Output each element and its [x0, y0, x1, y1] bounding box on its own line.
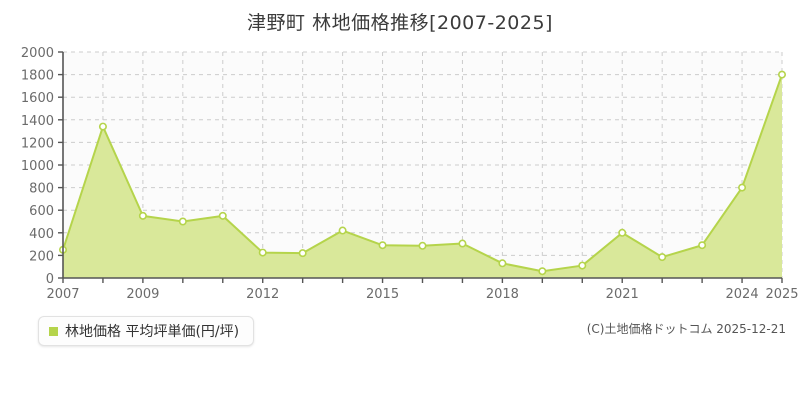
- y-axis-tick-label: 600: [29, 204, 54, 219]
- y-axis-tick-label: 0: [46, 272, 54, 287]
- data-point-marker[interactable]: [578, 261, 587, 270]
- data-point-marker[interactable]: [138, 211, 147, 220]
- y-axis-tick-labels: 0 200 400 600 800 1000 1200 1400 1600 1800 2000: [21, 46, 54, 287]
- data-point-marker[interactable]: [378, 241, 387, 250]
- x-axis-tick-labels: 2007 2009 2012 2015 2018 2021 2024 2025: [46, 287, 798, 302]
- data-point-marker[interactable]: [458, 239, 467, 248]
- legend-swatch-icon: [49, 326, 58, 336]
- y-axis-tick-label: 1400: [21, 114, 54, 129]
- x-axis-tick-label: 2012: [246, 287, 279, 302]
- legend-label: 林地価格 平均坪単価(円/坪): [65, 324, 240, 340]
- data-point-marker[interactable]: [658, 253, 667, 262]
- x-axis-tick-label: 2018: [486, 287, 519, 302]
- chart-legend[interactable]: 林地価格 平均坪単価(円/坪): [38, 316, 255, 346]
- chart-title: 津野町 林地価格推移[2007-2025]: [247, 12, 553, 34]
- axes: [58, 51, 783, 283]
- y-axis-tick-label: 1600: [21, 91, 54, 106]
- x-axis-tick-label: 2015: [366, 287, 399, 302]
- y-axis-tick-label: 1200: [21, 136, 54, 151]
- copyright-text: (C)土地価格ドットコム 2025-12-21: [586, 322, 786, 336]
- x-axis-tick-label: 2025: [765, 287, 798, 302]
- x-axis-tick-label: 2021: [606, 287, 639, 302]
- data-point-marker[interactable]: [298, 249, 307, 258]
- y-axis-tick-label: 200: [29, 249, 54, 264]
- x-axis-tick-label: 2007: [46, 287, 79, 302]
- data-point-marker[interactable]: [418, 241, 427, 250]
- data-point-marker[interactable]: [618, 228, 627, 237]
- data-point-marker[interactable]: [538, 267, 547, 276]
- data-point-marker[interactable]: [738, 183, 747, 192]
- series-area-林地価格: [63, 74, 782, 278]
- data-point-marker[interactable]: [218, 211, 227, 220]
- y-axis-tick-label: 1000: [21, 159, 54, 174]
- data-point-marker[interactable]: [258, 248, 267, 257]
- y-axis-tick-label: 800: [29, 182, 54, 197]
- chart-plot-area: 0 200 400 600 800 1000 1200 1400 1600 1800 2000 20…: [21, 46, 799, 302]
- data-point-marker[interactable]: [98, 122, 107, 131]
- data-point-marker[interactable]: [338, 226, 347, 235]
- series-area-path: [63, 74, 782, 278]
- data-point-marker[interactable]: [178, 217, 187, 226]
- y-axis-tick-label: 400: [29, 227, 54, 242]
- data-point-marker[interactable]: [698, 241, 707, 250]
- series-markers-林地価格: [58, 70, 786, 276]
- x-axis-tick-label: 2024: [726, 287, 759, 302]
- y-axis-tick-label: 1800: [21, 69, 54, 84]
- y-axis-tick-label: 2000: [21, 46, 54, 61]
- data-point-marker[interactable]: [777, 70, 786, 79]
- x-axis-tick-label: 2009: [126, 287, 159, 302]
- data-point-marker[interactable]: [498, 259, 507, 268]
